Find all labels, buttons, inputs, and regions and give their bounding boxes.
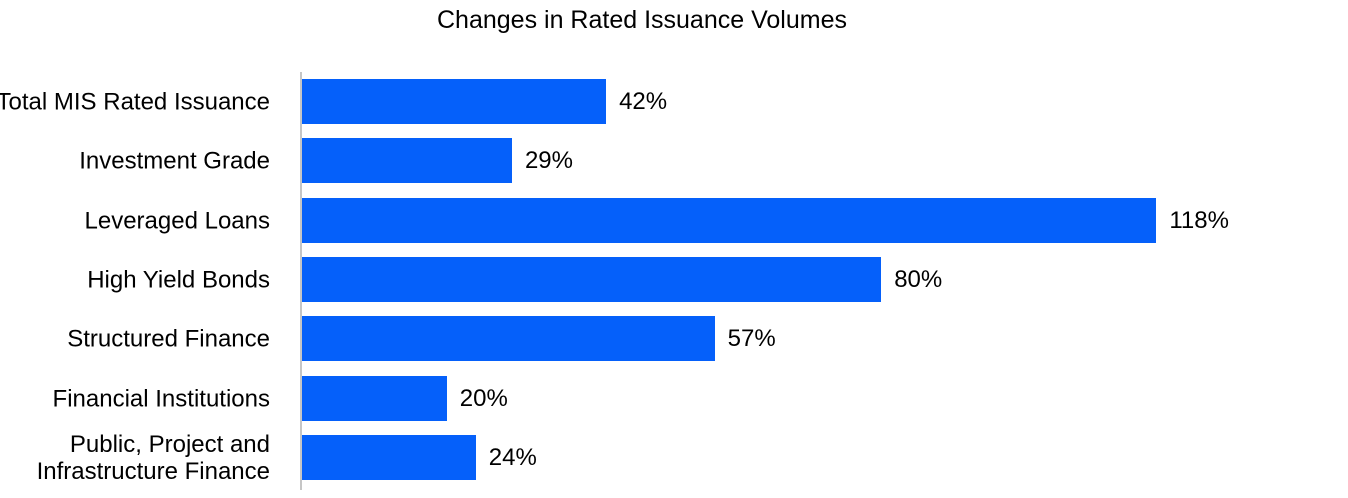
chart-title: Changes in Rated Issuance Volumes xyxy=(437,6,847,34)
bar-value-label: 118% xyxy=(1169,206,1229,234)
bar-value-label: 42% xyxy=(619,87,668,115)
bar xyxy=(302,376,447,421)
bar xyxy=(302,257,882,302)
chart-row: Financial Institutions 20% xyxy=(0,376,1348,421)
category-label: Total MIS Rated Issuance xyxy=(0,88,270,115)
chart-row: Total MIS Rated Issuance 42% xyxy=(0,79,1348,124)
bar-value-label: 29% xyxy=(524,146,573,174)
category-label: Leveraged Loans xyxy=(84,207,270,234)
bar-value-label: 24% xyxy=(488,443,537,471)
bar xyxy=(302,79,607,124)
category-label: Financial Institutions xyxy=(52,385,270,412)
chart-row: Structured Finance 57% xyxy=(0,316,1348,361)
bar xyxy=(302,316,715,361)
chart-row: Public, Project and Infrastructure Finan… xyxy=(0,431,1348,485)
category-label: Public, Project and Infrastructure Finan… xyxy=(36,430,270,485)
bar xyxy=(302,435,476,480)
bar-value-label: 57% xyxy=(727,324,776,352)
y-axis-line xyxy=(300,72,302,490)
category-label: High Yield Bonds xyxy=(87,266,270,293)
bar xyxy=(302,198,1157,243)
bar xyxy=(302,138,512,183)
category-label: Structured Finance xyxy=(67,325,270,352)
chart-row: High Yield Bonds 80% xyxy=(0,257,1348,302)
bar-value-label: 80% xyxy=(894,265,943,293)
chart-row: Leveraged Loans 118% xyxy=(0,198,1348,243)
category-label: Investment Grade xyxy=(79,147,270,174)
bar-value-label: 20% xyxy=(459,384,508,412)
chart-row: Investment Grade 29% xyxy=(0,138,1348,183)
